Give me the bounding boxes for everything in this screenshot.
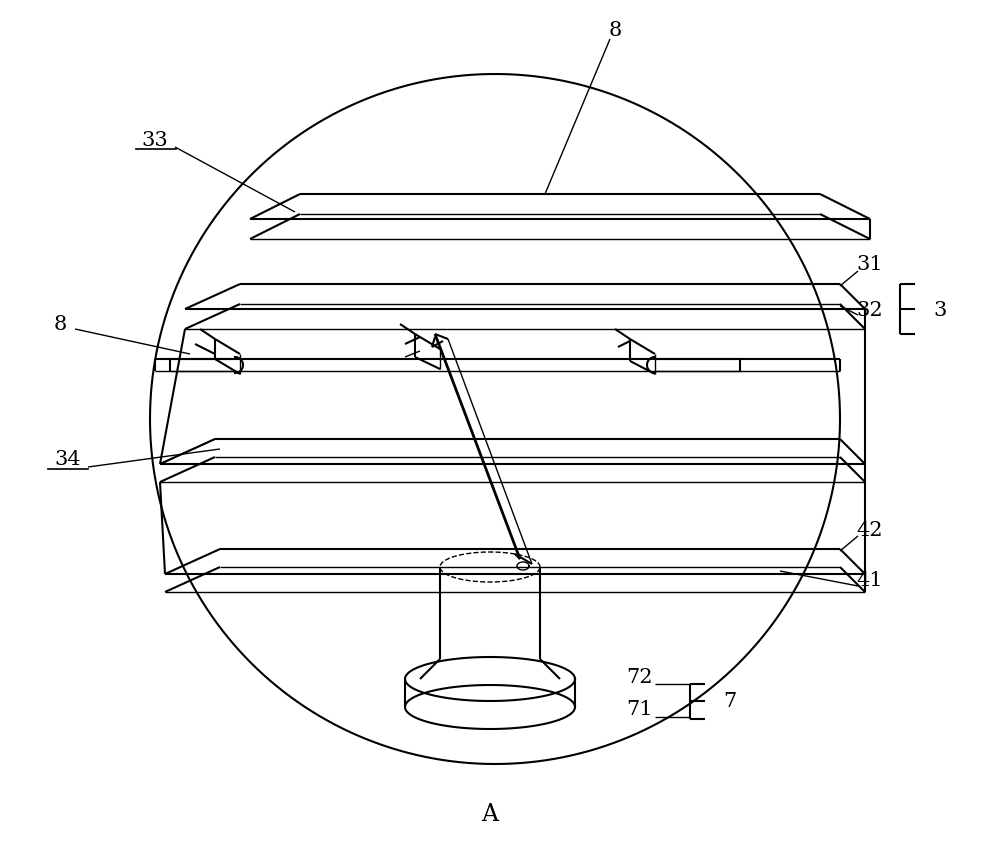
Text: 8: 8	[53, 315, 67, 334]
Text: 34: 34	[55, 450, 81, 469]
Text: 3: 3	[933, 300, 947, 319]
Text: 7: 7	[723, 692, 737, 711]
Text: 71: 71	[627, 699, 653, 719]
Text: 72: 72	[627, 668, 653, 687]
Text: 31: 31	[857, 255, 883, 274]
Text: 42: 42	[857, 519, 883, 539]
Text: A: A	[482, 803, 499, 826]
Text: 33: 33	[142, 131, 168, 149]
Text: 32: 32	[857, 300, 883, 319]
Text: 8: 8	[608, 20, 622, 39]
Text: 41: 41	[857, 570, 883, 589]
